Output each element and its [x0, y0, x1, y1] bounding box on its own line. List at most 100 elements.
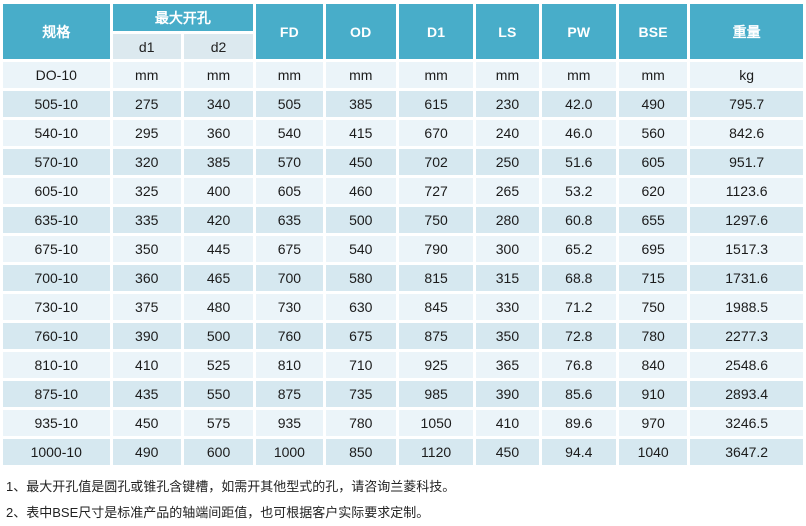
header-d1-cap: D1 — [398, 4, 474, 59]
table-row-7-cell-4: 630 — [325, 294, 396, 320]
table-row-12-cell-2: 600 — [183, 439, 254, 465]
table-row-5-cell-5: 790 — [398, 236, 474, 262]
table-row-1: 540-10 295 360 540 415 670 240 46.0 560 842.6 — [3, 120, 803, 146]
table-row-1-cell-2: 360 — [183, 120, 254, 146]
header-spec: 规格 — [3, 4, 110, 59]
table-row-5-cell-1: 350 — [112, 236, 181, 262]
table-row-5-cell-9: 1517.3 — [690, 236, 803, 262]
table-row-8: 760-10 390 500 760 675 875 350 72.8 780 2277.3 — [3, 323, 803, 349]
table-row-6-cell-2: 465 — [183, 265, 254, 291]
table-row-2-cell-5: 702 — [398, 149, 474, 175]
table-row-0-cell-9: 795.7 — [690, 91, 803, 117]
table-row-12-cell-1: 490 — [112, 439, 181, 465]
table-row-3-cell-9: 1123.6 — [690, 178, 803, 204]
table-row-8-cell-9: 2277.3 — [690, 323, 803, 349]
table-row-9-cell-6: 365 — [476, 352, 539, 378]
table-row-0-cell-1: 275 — [112, 91, 181, 117]
table-row-10-cell-9: 2893.4 — [690, 381, 803, 407]
table-row-8-cell-6: 350 — [476, 323, 539, 349]
table-row-6-cell-3: 700 — [256, 265, 323, 291]
table-row-12-cell-6: 450 — [476, 439, 539, 465]
table-row-7-cell-0: 730-10 — [3, 294, 110, 320]
header-pw: PW — [541, 4, 616, 59]
table-row-6-cell-1: 360 — [112, 265, 181, 291]
table-row-11: 935-10 450 575 935 780 1050 410 89.6 970 3246.5 — [3, 410, 803, 436]
table-row-10-cell-2: 550 — [183, 381, 254, 407]
unit-row-cell-4: mm — [325, 62, 396, 88]
header-ls: LS — [476, 4, 539, 59]
table-row-10-cell-4: 735 — [325, 381, 396, 407]
header-od: OD — [325, 4, 396, 59]
table-row-7-cell-2: 480 — [183, 294, 254, 320]
table-row-3: 605-10 325 400 605 460 727 265 53.2 620 1123.6 — [3, 178, 803, 204]
table-row-8-cell-5: 875 — [398, 323, 474, 349]
table-row-3-cell-5: 727 — [398, 178, 474, 204]
table-row-4-cell-0: 635-10 — [3, 207, 110, 233]
unit-row-cell-9: kg — [690, 62, 803, 88]
spec-table: 规格 最大开孔 FD OD D1 LS PW BSE 重量 d1 d2 DO-1… — [0, 1, 806, 468]
footnote-1: 1、最大开孔值是圆孔或锥孔含键槽，如需开其他型式的孔，请咨询兰菱科技。 — [6, 479, 456, 494]
table-row-11-cell-9: 3246.5 — [690, 410, 803, 436]
table-row-1-cell-1: 295 — [112, 120, 181, 146]
table-row-11-cell-5: 1050 — [398, 410, 474, 436]
table-row-10-cell-5: 985 — [398, 381, 474, 407]
table-row-4-cell-8: 655 — [618, 207, 688, 233]
table-row-4-cell-4: 500 — [325, 207, 396, 233]
table-row-9-cell-4: 710 — [325, 352, 396, 378]
table-row-2-cell-7: 51.6 — [541, 149, 616, 175]
table-row-3-cell-2: 400 — [183, 178, 254, 204]
table-row-2-cell-6: 250 — [476, 149, 539, 175]
table-row-11-cell-7: 89.6 — [541, 410, 616, 436]
table-row-7-cell-9: 1988.5 — [690, 294, 803, 320]
table-row-9-cell-8: 840 — [618, 352, 688, 378]
table-row-0-cell-6: 230 — [476, 91, 539, 117]
table-row-2-cell-1: 320 — [112, 149, 181, 175]
header-row-1: 规格 最大开孔 FD OD D1 LS PW BSE 重量 — [3, 4, 803, 59]
table-row-6-cell-5: 815 — [398, 265, 474, 291]
table-row-9: 810-10 410 525 810 710 925 365 76.8 840 2548.6 — [3, 352, 803, 378]
table-row-10-cell-6: 390 — [476, 381, 539, 407]
footnote-2: 2、表中BSE尺寸是标准产品的轴端间距值，也可根据客户实际要求定制。 — [6, 505, 430, 520]
table-row-4-cell-3: 635 — [256, 207, 323, 233]
table-row-8-cell-0: 760-10 — [3, 323, 110, 349]
table-row-11-cell-6: 410 — [476, 410, 539, 436]
unit-row-cell-2: mm — [183, 62, 254, 88]
table-row-11-cell-0: 935-10 — [3, 410, 110, 436]
table-row-3-cell-6: 265 — [476, 178, 539, 204]
table-row-7-cell-5: 845 — [398, 294, 474, 320]
table-row-2-cell-0: 570-10 — [3, 149, 110, 175]
table-row-3-cell-0: 605-10 — [3, 178, 110, 204]
table-row-4-cell-6: 280 — [476, 207, 539, 233]
table-row-2-cell-4: 450 — [325, 149, 396, 175]
table-row-3-cell-4: 460 — [325, 178, 396, 204]
table-row-12-cell-0: 1000-10 — [3, 439, 110, 465]
table-row-8-cell-4: 675 — [325, 323, 396, 349]
table-row-5-cell-6: 300 — [476, 236, 539, 262]
table-row-9-cell-7: 76.8 — [541, 352, 616, 378]
header-row-2: d1 d2 — [3, 34, 803, 59]
table-row-0-cell-5: 615 — [398, 91, 474, 117]
unit-row-cell-0: DO-10 — [3, 62, 110, 88]
table-row-11-cell-4: 780 — [325, 410, 396, 436]
table-row-6-cell-0: 700-10 — [3, 265, 110, 291]
table-row-11-cell-8: 970 — [618, 410, 688, 436]
table-row-6-cell-9: 1731.6 — [690, 265, 803, 291]
table-row-5-cell-0: 675-10 — [3, 236, 110, 262]
unit-row-cell-3: mm — [256, 62, 323, 88]
table-row-0-cell-3: 505 — [256, 91, 323, 117]
unit-row-cell-5: mm — [398, 62, 474, 88]
table-row-8-cell-7: 72.8 — [541, 323, 616, 349]
table-row-9-cell-0: 810-10 — [3, 352, 110, 378]
table-row-11-cell-3: 935 — [256, 410, 323, 436]
table-row-1-cell-5: 670 — [398, 120, 474, 146]
table-body: DO-10 mm mm mm mm mm mm mm mm kg 505-10 275 340 505 38… — [3, 62, 803, 465]
table-row-2-cell-3: 570 — [256, 149, 323, 175]
table-row-8-cell-1: 390 — [112, 323, 181, 349]
footnotes: 1、最大开孔值是圆孔或锥孔含键槽，如需开其他型式的孔，请咨询兰菱科技。 2、表中… — [6, 474, 806, 526]
table-row-0-cell-0: 505-10 — [3, 91, 110, 117]
table-row-5-cell-3: 675 — [256, 236, 323, 262]
table-row-1-cell-9: 842.6 — [690, 120, 803, 146]
table-row-12: 1000-10 490 600 1000 850 1120 450 94.4 1040 3647.… — [3, 439, 803, 465]
table-row-4-cell-9: 1297.6 — [690, 207, 803, 233]
table-row-5-cell-4: 540 — [325, 236, 396, 262]
